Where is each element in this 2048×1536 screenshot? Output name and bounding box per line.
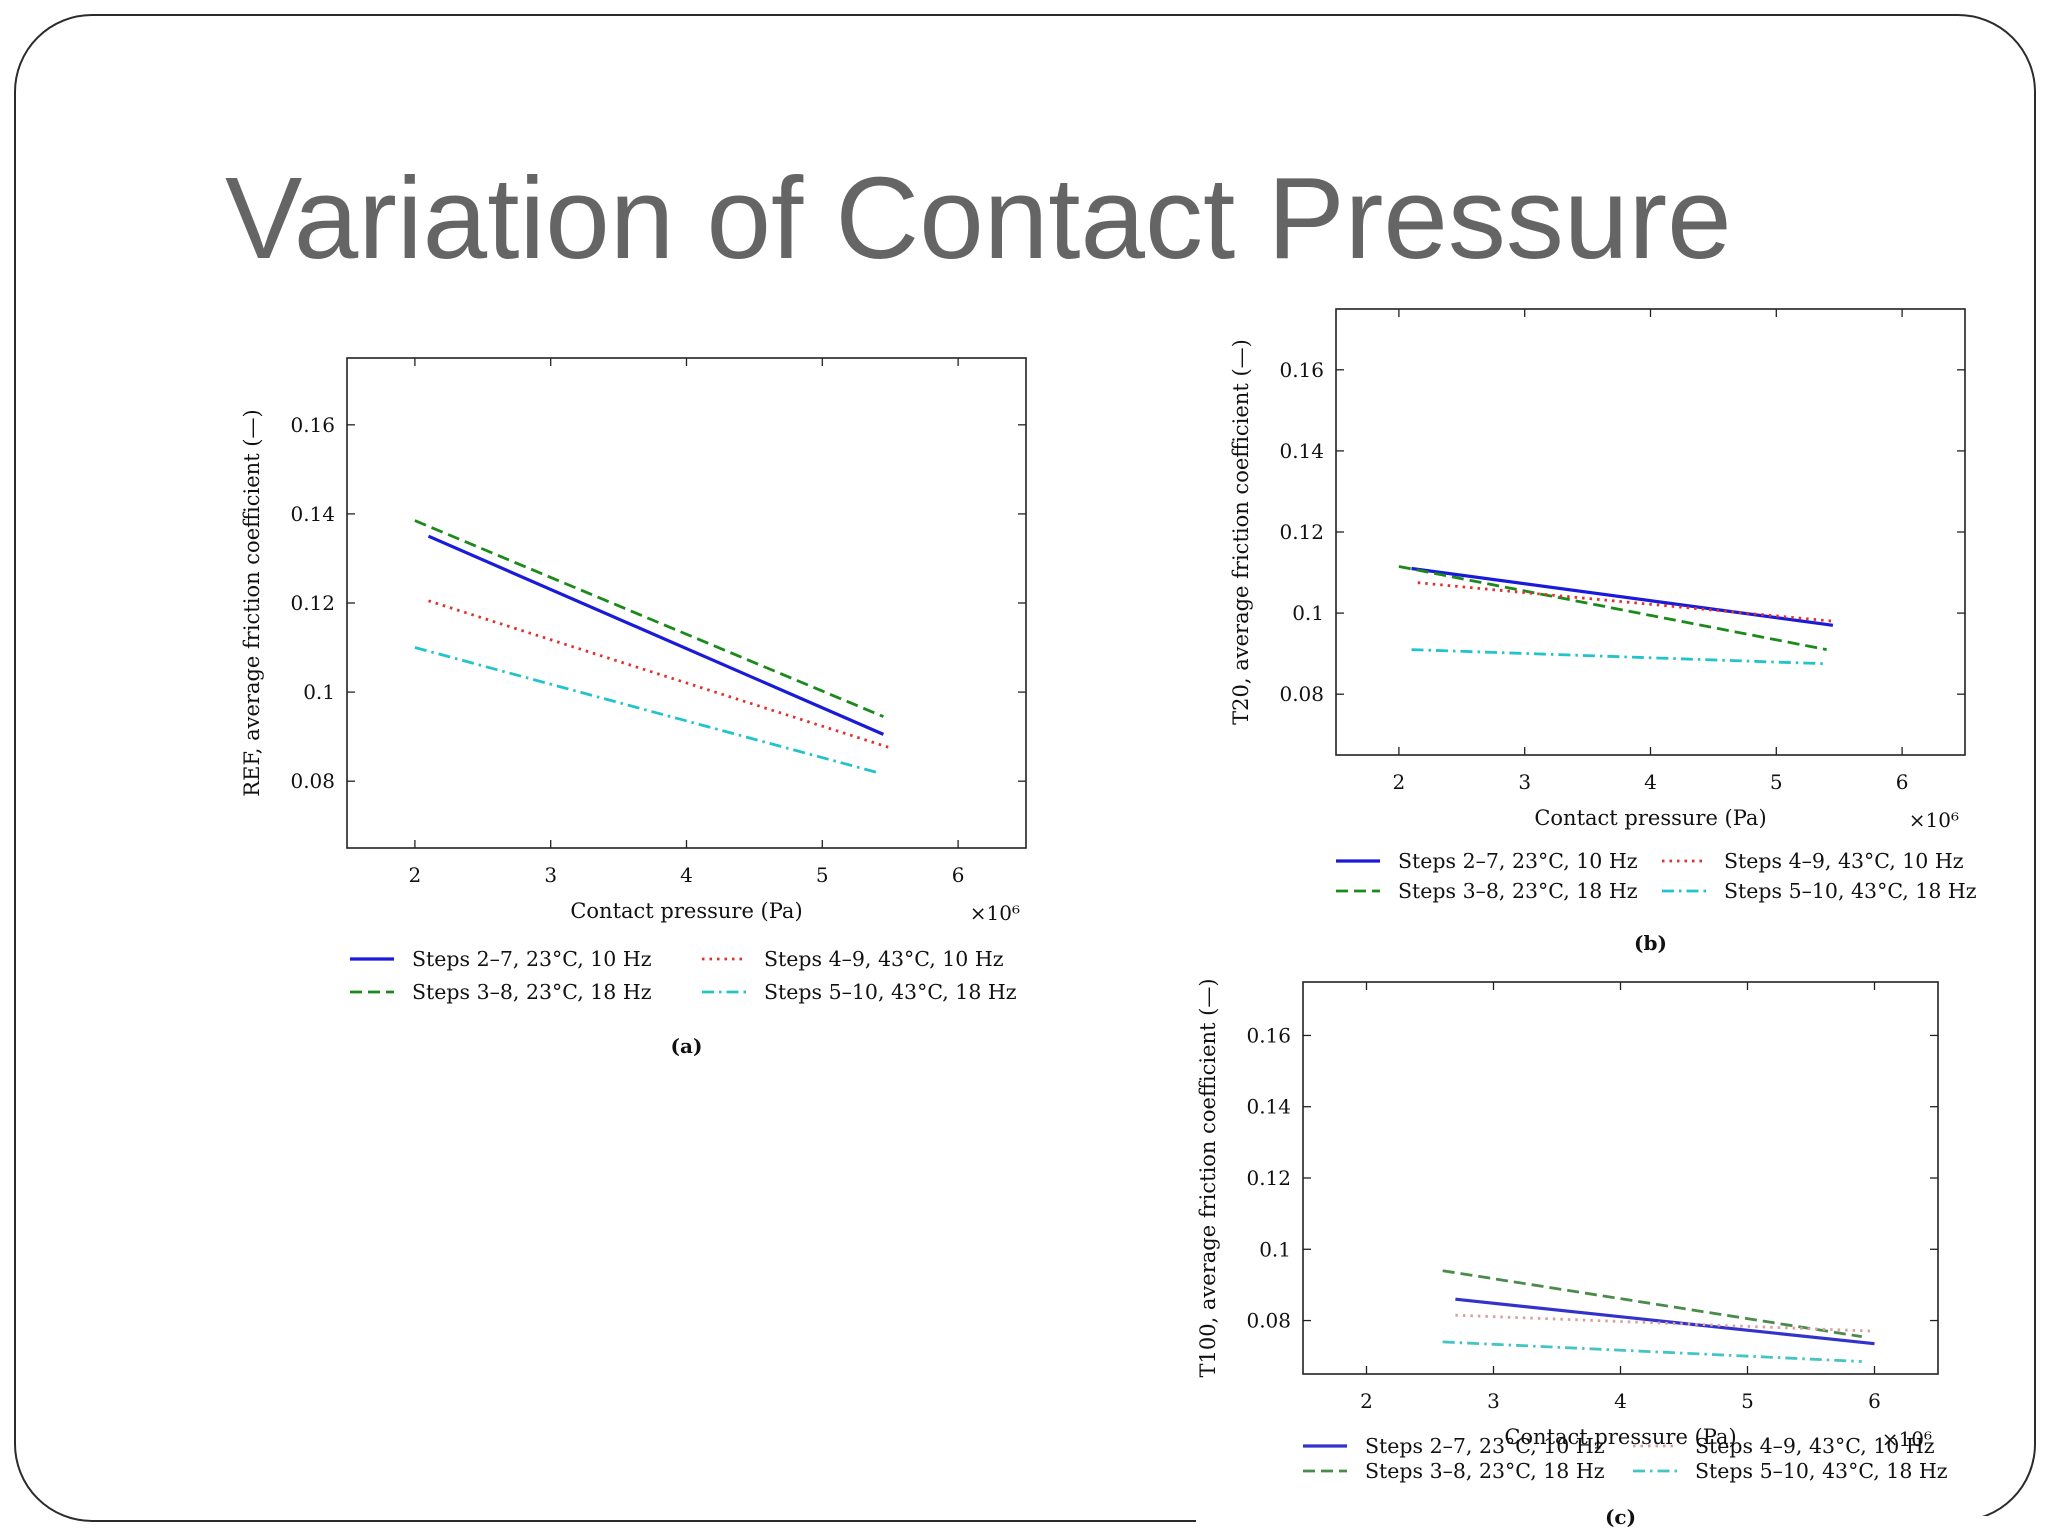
- y-tick-label: 0.14: [1279, 439, 1324, 463]
- series-line-4: [414, 646, 877, 774]
- x-axis-title: Contact pressure (Pa): [570, 899, 802, 923]
- x-tick-label: 5: [1741, 1389, 1754, 1413]
- frame-gap: [1196, 1516, 2036, 1536]
- x-tick-label: 2: [409, 863, 422, 887]
- panel-label: (a): [671, 1034, 703, 1058]
- y-tick-label: 0.12: [290, 591, 335, 615]
- y-tick-label: 0.14: [1246, 1095, 1291, 1119]
- y-axis-title: REF, average friction coefficient (—): [240, 409, 264, 796]
- x-axis-scale-label: ×10⁶: [1909, 808, 1959, 832]
- series-line-4: [1411, 648, 1827, 666]
- slide-title: Variation of Contact Pressure: [225, 153, 1732, 283]
- x-tick-label: 2: [1393, 770, 1406, 794]
- x-tick-label: 5: [1770, 770, 1783, 794]
- legend-label: Steps 5–10, 43°C, 18 Hz: [1695, 1459, 1948, 1483]
- legend-label: Steps 4–9, 43°C, 10 Hz: [1695, 1434, 1935, 1458]
- y-tick-label: 0.12: [1279, 520, 1324, 544]
- x-tick-label: 6: [952, 863, 965, 887]
- chart-panel-c: 2 3 4 5 6 0.08 0.1 0.12 0.14 0.16 Contact pressure…: [1196, 978, 1948, 1529]
- legend-label: Steps 2–7, 23°C, 10 Hz: [1398, 849, 1638, 873]
- chart-panel-a: 2 3 4 5 6 0.08 0.1 0.12 0.14 0.16 Contact pressure…: [240, 357, 1027, 1058]
- legend-label: Steps 5–10, 43°C, 18 Hz: [764, 980, 1017, 1004]
- series-line-2: [1442, 1269, 1863, 1338]
- series-line-3: [1417, 581, 1834, 623]
- x-tick-label: 2: [1360, 1389, 1373, 1413]
- x-tick-label: 6: [1896, 770, 1909, 794]
- y-tick-label: 0.12: [1246, 1166, 1291, 1190]
- x-tick-label: 4: [1614, 1389, 1627, 1413]
- legend-label: Steps 3–8, 23°C, 18 Hz: [412, 980, 652, 1004]
- y-tick-label: 0.1: [303, 680, 335, 704]
- plot-area: [346, 357, 1027, 849]
- legend-label: Steps 2–7, 23°C, 10 Hz: [412, 947, 652, 971]
- plot-area: [1335, 308, 1966, 756]
- series-line-3: [1455, 1313, 1875, 1333]
- legend-label: Steps 5–10, 43°C, 18 Hz: [1724, 879, 1977, 903]
- x-axis-title: Contact pressure (Pa): [1504, 1425, 1736, 1449]
- x-tick-label: 3: [1518, 770, 1531, 794]
- x-tick-label: 3: [1487, 1389, 1500, 1413]
- legend-label: Steps 2–7, 23°C, 10 Hz: [1365, 1434, 1605, 1458]
- x-tick-label: 3: [544, 863, 557, 887]
- y-tick-label: 0.08: [1279, 682, 1324, 706]
- y-tick-label: 0.1: [1292, 601, 1324, 625]
- panel-label: (c): [1605, 1505, 1636, 1529]
- legend-label: Steps 3–8, 23°C, 18 Hz: [1365, 1459, 1605, 1483]
- x-axis-scale-label: ×10⁶: [970, 901, 1020, 925]
- series-line-2: [1398, 565, 1827, 651]
- y-axis-title: T20, average friction coefficient (—): [1229, 339, 1253, 725]
- legend-label: Steps 4–9, 43°C, 10 Hz: [764, 947, 1004, 971]
- y-tick-label: 0.16: [290, 413, 335, 437]
- series-line-1: [427, 534, 885, 736]
- y-tick-label: 0.08: [290, 769, 335, 793]
- x-tick-label: 6: [1868, 1389, 1881, 1413]
- series-line-2: [414, 519, 884, 718]
- panel-label: (b): [1634, 931, 1667, 955]
- x-tick-label: 5: [816, 863, 829, 887]
- x-axis-title: Contact pressure (Pa): [1534, 806, 1766, 830]
- y-tick-label: 0.16: [1246, 1023, 1291, 1047]
- x-tick-label: 4: [1644, 770, 1657, 794]
- y-tick-label: 0.08: [1246, 1309, 1291, 1333]
- legend-label: Steps 3–8, 23°C, 18 Hz: [1398, 879, 1638, 903]
- y-tick-label: 0.14: [290, 502, 335, 526]
- series-line-3: [428, 599, 891, 750]
- series-line-4: [1442, 1340, 1862, 1363]
- chart-panel-b: 2 3 4 5 6 0.08 0.1 0.12 0.14 0.16 Contact pressure…: [1229, 308, 1977, 955]
- legend-label: Steps 4–9, 43°C, 10 Hz: [1724, 849, 1964, 873]
- series-line-1: [1455, 1297, 1875, 1346]
- y-tick-label: 0.16: [1279, 358, 1324, 382]
- x-axis-scale-label: ×10⁶: [1882, 1427, 1932, 1451]
- x-tick-label: 4: [680, 863, 693, 887]
- y-tick-label: 0.1: [1259, 1237, 1291, 1261]
- y-axis-title: T100, average friction coefficient (—): [1196, 978, 1220, 1377]
